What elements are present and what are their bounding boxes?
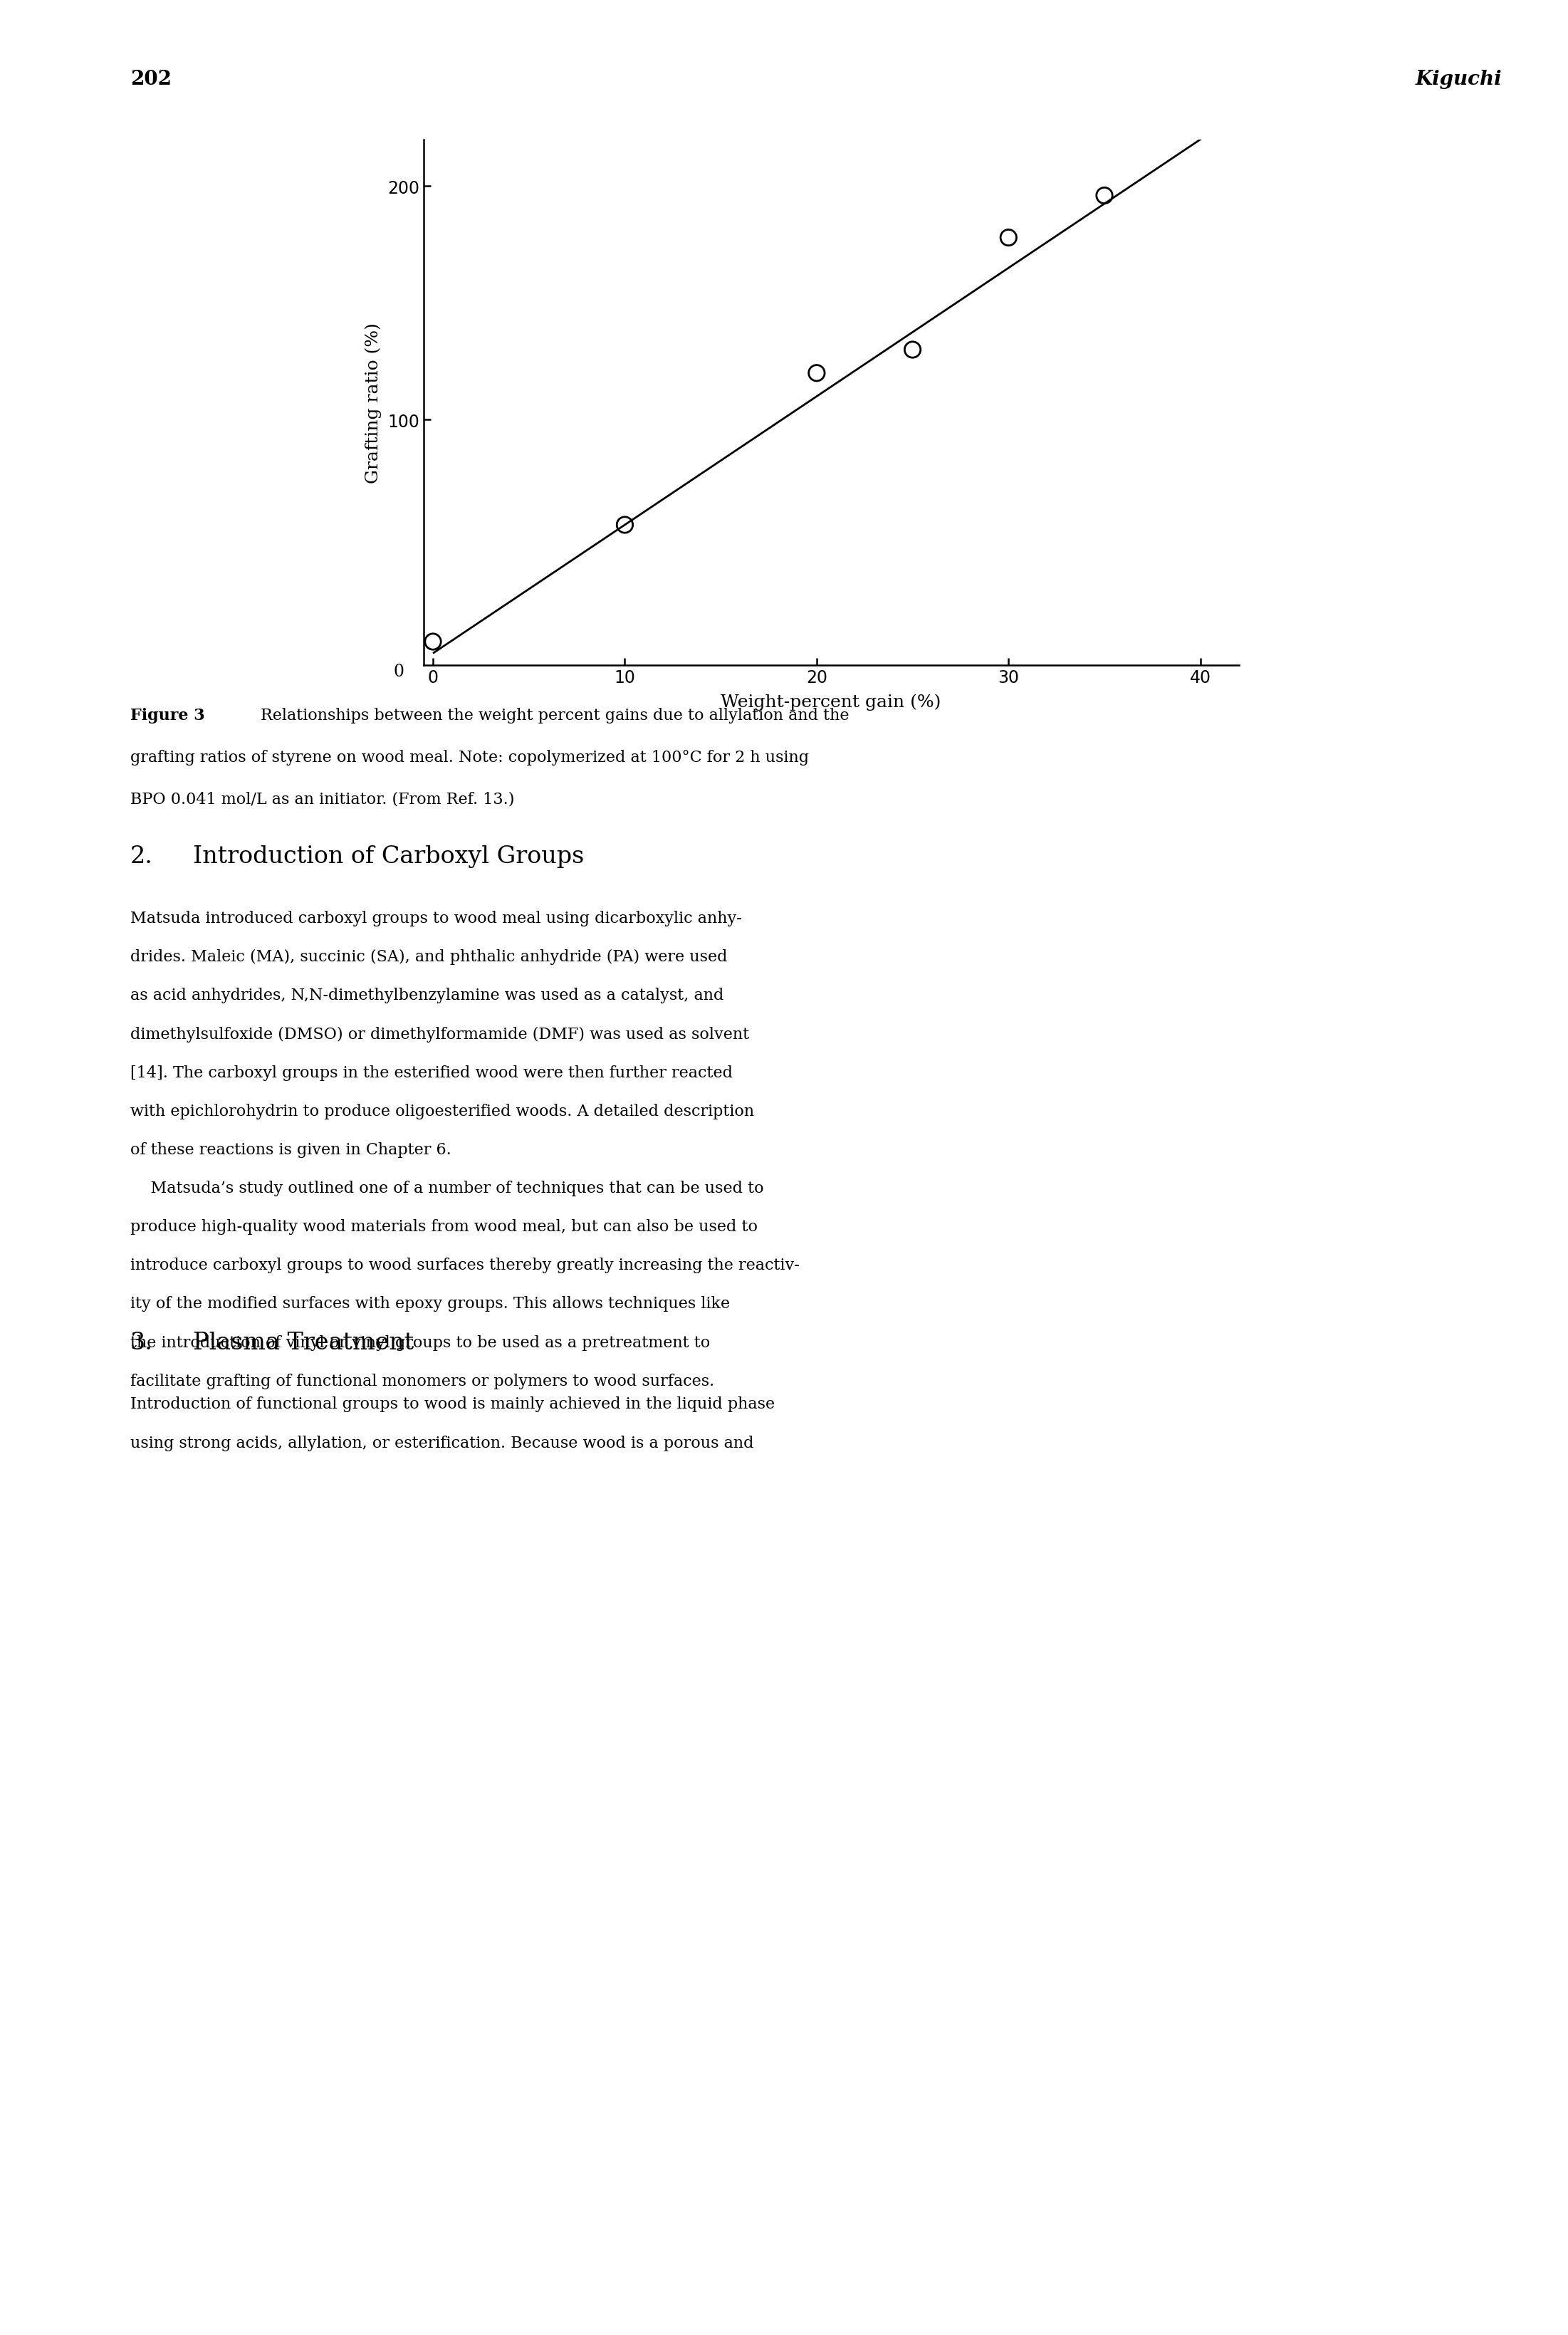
Text: Matsuda introduced carboxyl groups to wood meal using dicarboxylic anhy-: Matsuda introduced carboxyl groups to wo… xyxy=(130,911,742,927)
Point xyxy=(1091,177,1116,215)
Text: Introduction of Carboxyl Groups: Introduction of Carboxyl Groups xyxy=(193,845,583,869)
Text: ity of the modified surfaces with epoxy groups. This allows techniques like: ity of the modified surfaces with epoxy … xyxy=(130,1296,729,1312)
Point xyxy=(804,355,829,392)
Text: with epichlorohydrin to produce oligoesterified woods. A detailed description: with epichlorohydrin to produce oligoest… xyxy=(130,1104,754,1118)
Text: the introduction of vinyl or vinyl groups to be used as a pretreatment to: the introduction of vinyl or vinyl group… xyxy=(130,1336,710,1350)
Point xyxy=(996,219,1021,257)
Point xyxy=(420,623,445,661)
Text: drides. Maleic (MA), succinic (SA), and phthalic anhydride (PA) were used: drides. Maleic (MA), succinic (SA), and … xyxy=(130,948,728,964)
Text: BPO 0.041 mol/L as an initiator. (From Ref. 13.): BPO 0.041 mol/L as an initiator. (From R… xyxy=(130,792,514,808)
X-axis label: Weight-percent gain (%): Weight-percent gain (%) xyxy=(721,693,941,710)
Text: produce high-quality wood materials from wood meal, but can also be used to: produce high-quality wood materials from… xyxy=(130,1219,757,1235)
Text: Introduction of functional groups to wood is mainly achieved in the liquid phase: Introduction of functional groups to woo… xyxy=(130,1396,775,1413)
Text: grafting ratios of styrene on wood meal. Note: copolymerized at 100°C for 2 h us: grafting ratios of styrene on wood meal.… xyxy=(130,750,809,766)
Text: 202: 202 xyxy=(130,70,171,89)
Text: 3.: 3. xyxy=(130,1331,152,1354)
Text: facilitate grafting of functional monomers or polymers to wood surfaces.: facilitate grafting of functional monome… xyxy=(130,1373,715,1389)
Point xyxy=(900,332,925,369)
Text: Matsuda’s study outlined one of a number of techniques that can be used to: Matsuda’s study outlined one of a number… xyxy=(130,1179,764,1196)
Text: of these reactions is given in Chapter 6.: of these reactions is given in Chapter 6… xyxy=(130,1142,452,1158)
Text: introduce carboxyl groups to wood surfaces thereby greatly increasing the reacti: introduce carboxyl groups to wood surfac… xyxy=(130,1256,800,1273)
Text: [14]. The carboxyl groups in the esterified wood were then further reacted: [14]. The carboxyl groups in the esterif… xyxy=(130,1065,732,1081)
Text: using strong acids, allylation, or esterification. Because wood is a porous and: using strong acids, allylation, or ester… xyxy=(130,1434,754,1450)
Y-axis label: Grafting ratio (%): Grafting ratio (%) xyxy=(365,322,383,483)
Text: 2.: 2. xyxy=(130,845,152,869)
Text: 0: 0 xyxy=(394,663,405,679)
Text: Figure 3: Figure 3 xyxy=(130,708,205,724)
Text: Relationships between the weight percent gains due to allylation and the: Relationships between the weight percent… xyxy=(260,708,848,724)
Text: Kiguchi: Kiguchi xyxy=(1416,70,1502,89)
Text: Plasma Treatment: Plasma Treatment xyxy=(193,1331,414,1354)
Text: dimethylsulfoxide (DMSO) or dimethylformamide (DMF) was used as solvent: dimethylsulfoxide (DMSO) or dimethylform… xyxy=(130,1027,750,1041)
Text: as acid anhydrides, N,N-dimethylbenzylamine was used as a catalyst, and: as acid anhydrides, N,N-dimethylbenzylam… xyxy=(130,988,723,1004)
Point xyxy=(612,507,637,544)
